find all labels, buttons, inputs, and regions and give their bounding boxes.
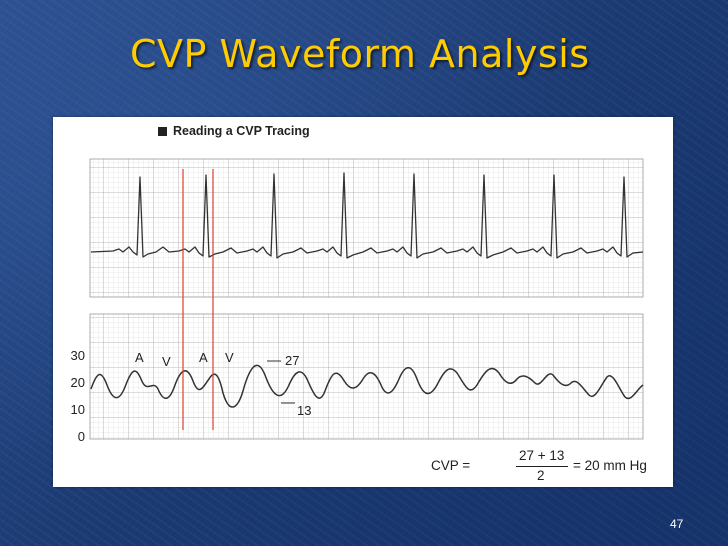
- cvp-tracing-figure: Reading a CVP Tracing 30 20 10 0 A V A V…: [53, 117, 673, 487]
- tracing-graphics: [89, 158, 644, 440]
- wave-label-a2: A: [199, 350, 208, 365]
- formula-lhs: CVP =: [431, 458, 471, 473]
- heading-bullet-icon: [158, 127, 167, 136]
- peak-value-label: 27: [285, 353, 300, 368]
- ecg-grid: [89, 158, 644, 298]
- scale-label-10: 10: [70, 402, 85, 417]
- formula-denominator: 2: [537, 468, 545, 483]
- ecg-trace: [90, 172, 644, 259]
- figure-heading: Reading a CVP Tracing: [173, 124, 310, 138]
- formula-rhs: = 20 mm Hg: [573, 458, 647, 473]
- cvp-grid: [89, 313, 644, 440]
- trough-value-label: 13: [297, 403, 312, 418]
- cvp-trace: [90, 364, 644, 408]
- page-number: 47: [670, 517, 684, 531]
- wave-label-v1: V: [162, 354, 171, 369]
- formula-numerator: 27 + 13: [519, 448, 565, 463]
- fraction-bar: [516, 466, 568, 467]
- wave-label-a1: A: [135, 350, 144, 365]
- scale-label-20: 20: [70, 375, 85, 390]
- scale-label-0: 0: [77, 429, 85, 444]
- scale-label-30: 30: [70, 348, 85, 363]
- slide-title: CVP Waveform Analysis: [130, 32, 590, 76]
- wave-label-v2: V: [225, 350, 234, 365]
